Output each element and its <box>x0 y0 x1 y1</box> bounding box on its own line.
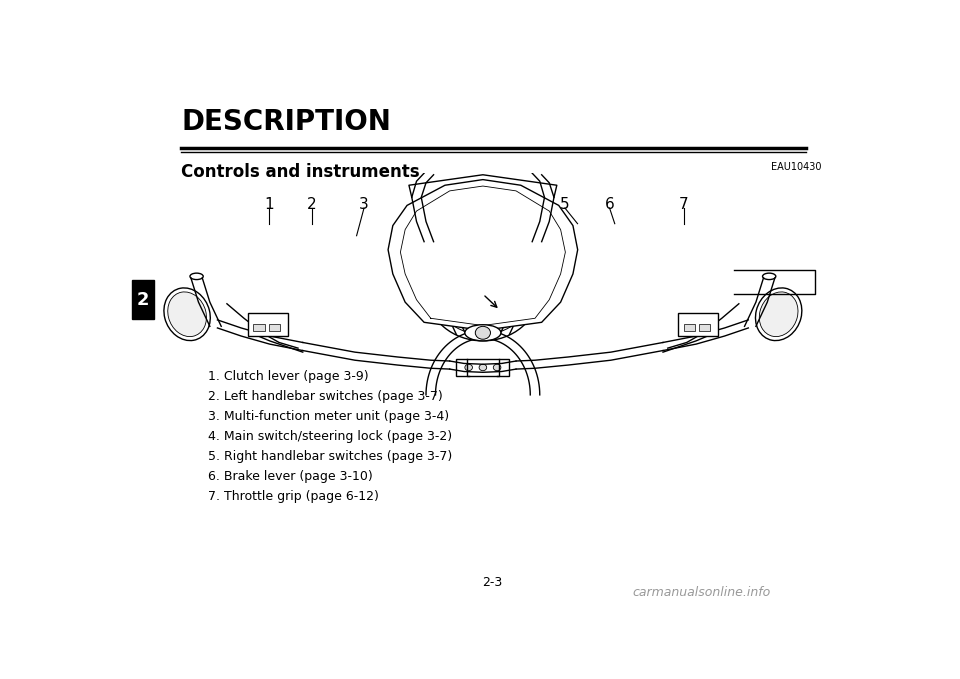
Text: 5: 5 <box>560 197 569 212</box>
Text: 5. Right handlebar switches (page 3-7): 5. Right handlebar switches (page 3-7) <box>207 450 452 463</box>
Bar <box>253 324 265 331</box>
Circle shape <box>428 247 538 341</box>
Text: 2: 2 <box>307 197 317 212</box>
Ellipse shape <box>168 292 206 337</box>
Ellipse shape <box>762 273 776 280</box>
Text: 6. Brake lever (page 3-10): 6. Brake lever (page 3-10) <box>207 470 372 483</box>
Bar <box>678 314 718 336</box>
Ellipse shape <box>190 273 204 280</box>
Polygon shape <box>388 180 578 331</box>
Ellipse shape <box>465 325 501 341</box>
Circle shape <box>479 364 487 371</box>
Bar <box>684 324 695 331</box>
Text: 4: 4 <box>426 197 436 212</box>
FancyBboxPatch shape <box>132 280 155 319</box>
Text: 7. Throttle grip (page 6-12): 7. Throttle grip (page 6-12) <box>207 490 378 502</box>
Circle shape <box>445 262 521 327</box>
Text: 1: 1 <box>264 197 274 212</box>
Text: 7: 7 <box>679 197 688 212</box>
Bar <box>456 359 510 376</box>
Text: 1. Clutch lever (page 3-9): 1. Clutch lever (page 3-9) <box>207 370 369 384</box>
Ellipse shape <box>759 292 798 337</box>
Text: 2. Left handlebar switches (page 3-7): 2. Left handlebar switches (page 3-7) <box>207 390 443 403</box>
Circle shape <box>493 364 501 371</box>
Text: 6: 6 <box>605 197 614 212</box>
Text: Controls and instruments: Controls and instruments <box>181 163 420 181</box>
Bar <box>248 314 288 336</box>
Ellipse shape <box>756 288 802 341</box>
Text: 2: 2 <box>137 291 150 309</box>
Bar <box>699 324 710 331</box>
Circle shape <box>475 327 491 340</box>
Bar <box>269 324 280 331</box>
Text: carmanualsonline.info: carmanualsonline.info <box>633 586 771 600</box>
Text: 3. Multi-function meter unit (page 3-4): 3. Multi-function meter unit (page 3-4) <box>207 410 449 423</box>
Text: 4. Main switch/steering lock (page 3-2): 4. Main switch/steering lock (page 3-2) <box>207 430 452 443</box>
Text: DESCRIPTION: DESCRIPTION <box>181 109 391 136</box>
Circle shape <box>465 364 472 371</box>
Text: EAU10430: EAU10430 <box>771 162 822 172</box>
Circle shape <box>436 254 530 335</box>
Text: 2-3: 2-3 <box>482 576 502 589</box>
Ellipse shape <box>164 288 210 341</box>
Text: 3: 3 <box>359 197 369 212</box>
